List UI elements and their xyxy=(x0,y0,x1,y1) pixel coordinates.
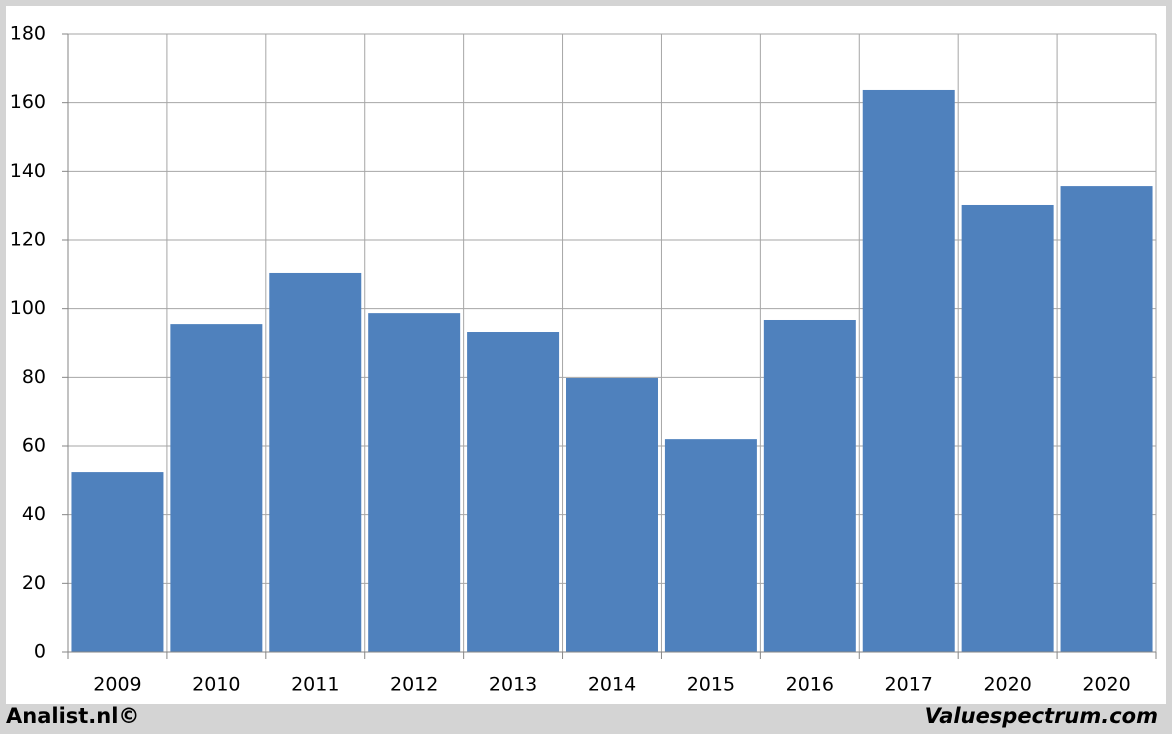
x-tick-label: 2012 xyxy=(390,674,438,696)
y-tick-label: 100 xyxy=(10,297,46,319)
bar xyxy=(961,204,1054,653)
x-tick-label: 2011 xyxy=(291,674,339,696)
x-tick-label: 2009 xyxy=(93,674,141,696)
x-tick-label: 2020 xyxy=(983,674,1031,696)
y-tick-label: 60 xyxy=(22,435,46,457)
x-tick-label: 2016 xyxy=(786,674,834,696)
bar xyxy=(862,89,955,653)
bar xyxy=(71,472,164,652)
bar xyxy=(467,332,560,652)
bar xyxy=(368,313,461,652)
y-tick-label: 80 xyxy=(22,366,46,388)
y-tick-label: 120 xyxy=(10,229,46,251)
x-tick-label: 2014 xyxy=(588,674,636,696)
y-tick-label: 40 xyxy=(22,503,46,525)
y-tick-label: 160 xyxy=(10,91,46,113)
y-tick-label: 0 xyxy=(34,641,46,663)
footer-right: Valuespectrum.com xyxy=(925,704,1158,728)
y-tick-label: 140 xyxy=(10,160,46,182)
x-tick-label: 2015 xyxy=(687,674,735,696)
x-tick-label: 2020 xyxy=(1082,674,1130,696)
bar xyxy=(664,439,757,652)
bar xyxy=(566,378,658,652)
bar xyxy=(269,272,362,652)
x-tick-label: 2017 xyxy=(885,674,933,696)
x-tick-label: 2013 xyxy=(489,674,537,696)
x-tick-label: 2010 xyxy=(192,674,240,696)
bar xyxy=(763,319,856,652)
footer-left: Analist.nl© xyxy=(6,704,139,728)
y-tick-label: 20 xyxy=(22,572,46,594)
bar xyxy=(170,324,263,652)
bar xyxy=(1060,186,1153,652)
y-tick-label: 180 xyxy=(10,23,46,45)
